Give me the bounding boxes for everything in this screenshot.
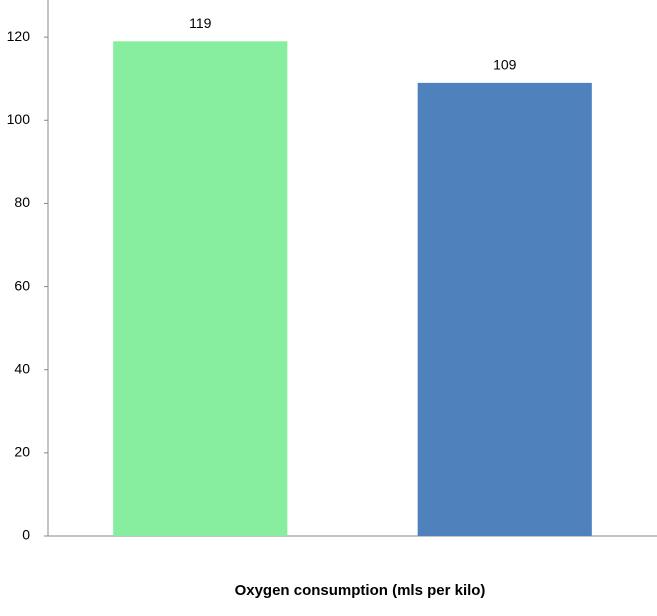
y-tick-label: 120 [7, 28, 31, 44]
value-label: 119 [189, 15, 212, 31]
y-tick-label: 80 [14, 194, 30, 210]
y-tick-label: 60 [14, 277, 30, 293]
bar [113, 41, 288, 537]
y-tick-label: 0 [22, 527, 30, 543]
value-label: 109 [493, 57, 517, 73]
bar [417, 82, 592, 536]
y-tick-label: 20 [14, 444, 30, 460]
y-tick-label: 40 [14, 360, 30, 376]
y-tick-label: 100 [7, 111, 31, 127]
x-axis-title: Oxygen consumption (mls per kilo) [235, 582, 486, 599]
